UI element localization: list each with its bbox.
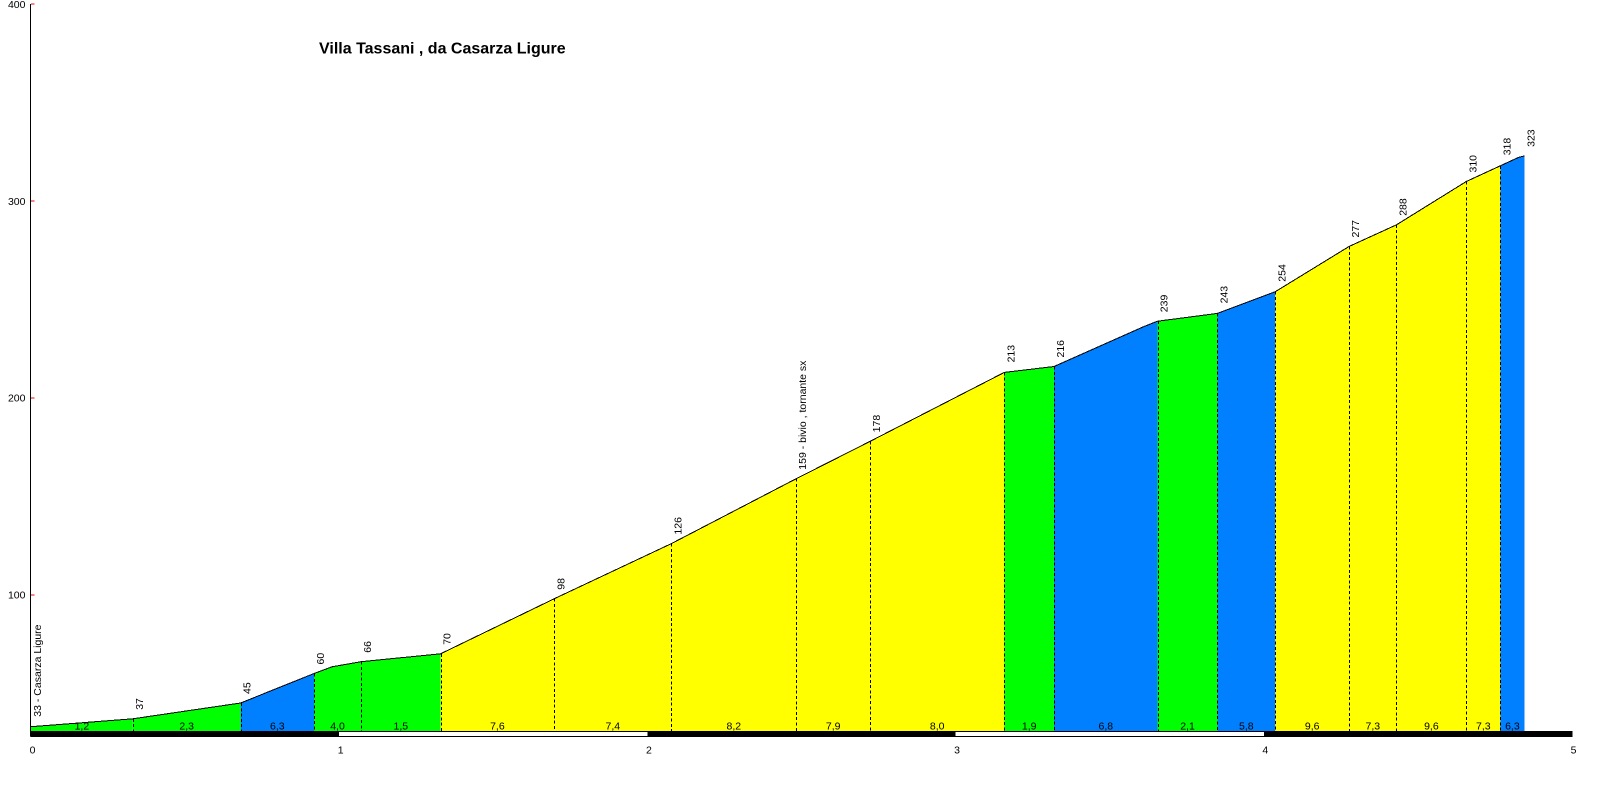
svg-text:159 - bivio , tornante sx: 159 - bivio , tornante sx (797, 360, 809, 470)
svg-text:70: 70 (442, 633, 454, 645)
svg-text:126: 126 (672, 517, 684, 535)
svg-text:4,0: 4,0 (330, 721, 345, 733)
svg-text:37: 37 (134, 698, 146, 710)
svg-text:6,3: 6,3 (1505, 721, 1520, 733)
svg-text:6,8: 6,8 (1098, 721, 1113, 733)
svg-text:9,6: 9,6 (1305, 721, 1320, 733)
svg-text:98: 98 (555, 578, 567, 590)
svg-text:300: 300 (8, 196, 26, 208)
svg-text:6,3: 6,3 (270, 721, 285, 733)
svg-text:7,4: 7,4 (605, 721, 620, 733)
svg-text:1,9: 1,9 (1022, 721, 1037, 733)
svg-text:323: 323 (1526, 129, 1538, 147)
svg-text:288: 288 (1398, 198, 1410, 216)
svg-text:318: 318 (1501, 138, 1513, 156)
svg-text:33 - Casarza Ligure: 33 - Casarza Ligure (32, 624, 44, 716)
svg-text:2: 2 (646, 745, 652, 757)
svg-text:1: 1 (338, 745, 344, 757)
svg-text:254: 254 (1276, 264, 1288, 282)
svg-text:213: 213 (1005, 345, 1017, 363)
svg-text:400: 400 (8, 0, 26, 11)
svg-text:66: 66 (362, 641, 374, 653)
svg-text:60: 60 (315, 653, 327, 665)
svg-text:8,0: 8,0 (930, 721, 945, 733)
svg-text:7,3: 7,3 (1476, 721, 1491, 733)
svg-text:2,3: 2,3 (179, 721, 194, 733)
svg-text:178: 178 (871, 415, 883, 433)
svg-text:1,5: 1,5 (393, 721, 408, 733)
svg-text:310: 310 (1467, 155, 1479, 173)
svg-text:8,2: 8,2 (726, 721, 741, 733)
svg-text:4: 4 (1262, 745, 1268, 757)
svg-text:100: 100 (8, 590, 26, 602)
svg-text:3: 3 (954, 745, 960, 757)
svg-text:0: 0 (30, 745, 36, 757)
svg-text:277: 277 (1350, 220, 1362, 238)
svg-text:243: 243 (1218, 286, 1230, 304)
svg-text:7,9: 7,9 (826, 721, 841, 733)
svg-text:7,6: 7,6 (490, 721, 505, 733)
svg-text:1,2: 1,2 (75, 721, 90, 733)
svg-text:2,1: 2,1 (1180, 721, 1195, 733)
svg-text:200: 200 (8, 393, 26, 405)
svg-text:216: 216 (1055, 340, 1067, 358)
svg-text:45: 45 (242, 682, 254, 694)
svg-text:5: 5 (1571, 745, 1577, 757)
svg-text:7,3: 7,3 (1365, 721, 1380, 733)
svg-text:9,6: 9,6 (1424, 721, 1439, 733)
svg-text:239: 239 (1159, 295, 1171, 313)
svg-text:Villa Tassani , da Casarza Lig: Villa Tassani , da Casarza Ligure (319, 41, 566, 58)
svg-text:5,8: 5,8 (1239, 721, 1254, 733)
